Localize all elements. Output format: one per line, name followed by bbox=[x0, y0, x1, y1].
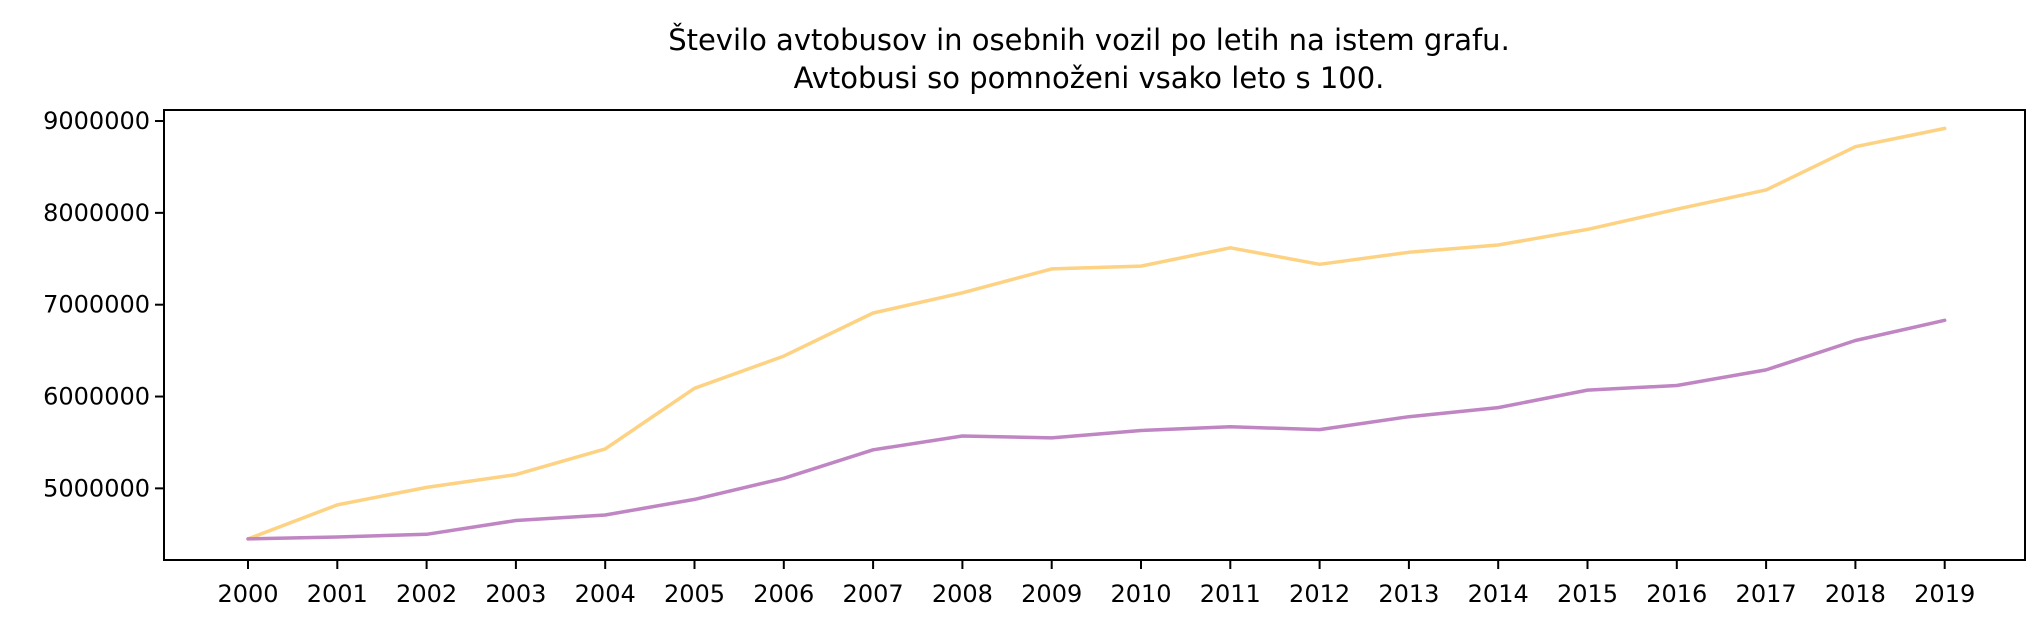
x-tick-label: 2012 bbox=[1289, 580, 1350, 608]
x-tick-label: 2004 bbox=[575, 580, 636, 608]
y-tick-label: 9000000 bbox=[43, 107, 150, 135]
series-line-1 bbox=[246, 126, 1947, 541]
x-tick-label: 2014 bbox=[1468, 580, 1529, 608]
y-tick-label: 6000000 bbox=[43, 383, 150, 411]
x-tick-label: 2003 bbox=[485, 580, 546, 608]
x-tick-label: 2010 bbox=[1110, 580, 1171, 608]
x-tick-label: 2019 bbox=[1914, 580, 1975, 608]
chart-title-line-1: Število avtobusov in osebnih vozil po le… bbox=[668, 23, 1510, 57]
y-tick-label: 8000000 bbox=[43, 199, 150, 227]
x-tick-label: 2000 bbox=[217, 580, 278, 608]
x-tick-label: 2002 bbox=[396, 580, 457, 608]
x-tick-label: 2011 bbox=[1200, 580, 1261, 608]
axes-frame bbox=[163, 109, 2026, 561]
y-tick-label: 5000000 bbox=[43, 474, 150, 502]
x-tick-label: 2006 bbox=[753, 580, 814, 608]
x-tick-label: 2001 bbox=[307, 580, 368, 608]
x-tick-label: 2013 bbox=[1378, 580, 1439, 608]
x-tick-label: 2018 bbox=[1825, 580, 1886, 608]
y-tick-label: 7000000 bbox=[43, 291, 150, 319]
series-line-2 bbox=[246, 318, 1947, 541]
x-tick-label: 2007 bbox=[843, 580, 904, 608]
x-tick-label: 2009 bbox=[1021, 580, 1082, 608]
x-tick-label: 2008 bbox=[932, 580, 993, 608]
plot-area: 2000 2001 2002 2003 2004 2005 2006 2007 2008 2009… bbox=[43, 107, 1975, 608]
chart-title-line-2: Avtobusi so pomnoženi vsako leto s 100. bbox=[794, 61, 1385, 95]
x-tick-label: 2016 bbox=[1646, 580, 1707, 608]
x-tick-label: 2015 bbox=[1557, 580, 1618, 608]
x-tick-label: 2017 bbox=[1736, 580, 1797, 608]
x-tick-label: 2005 bbox=[664, 580, 725, 608]
